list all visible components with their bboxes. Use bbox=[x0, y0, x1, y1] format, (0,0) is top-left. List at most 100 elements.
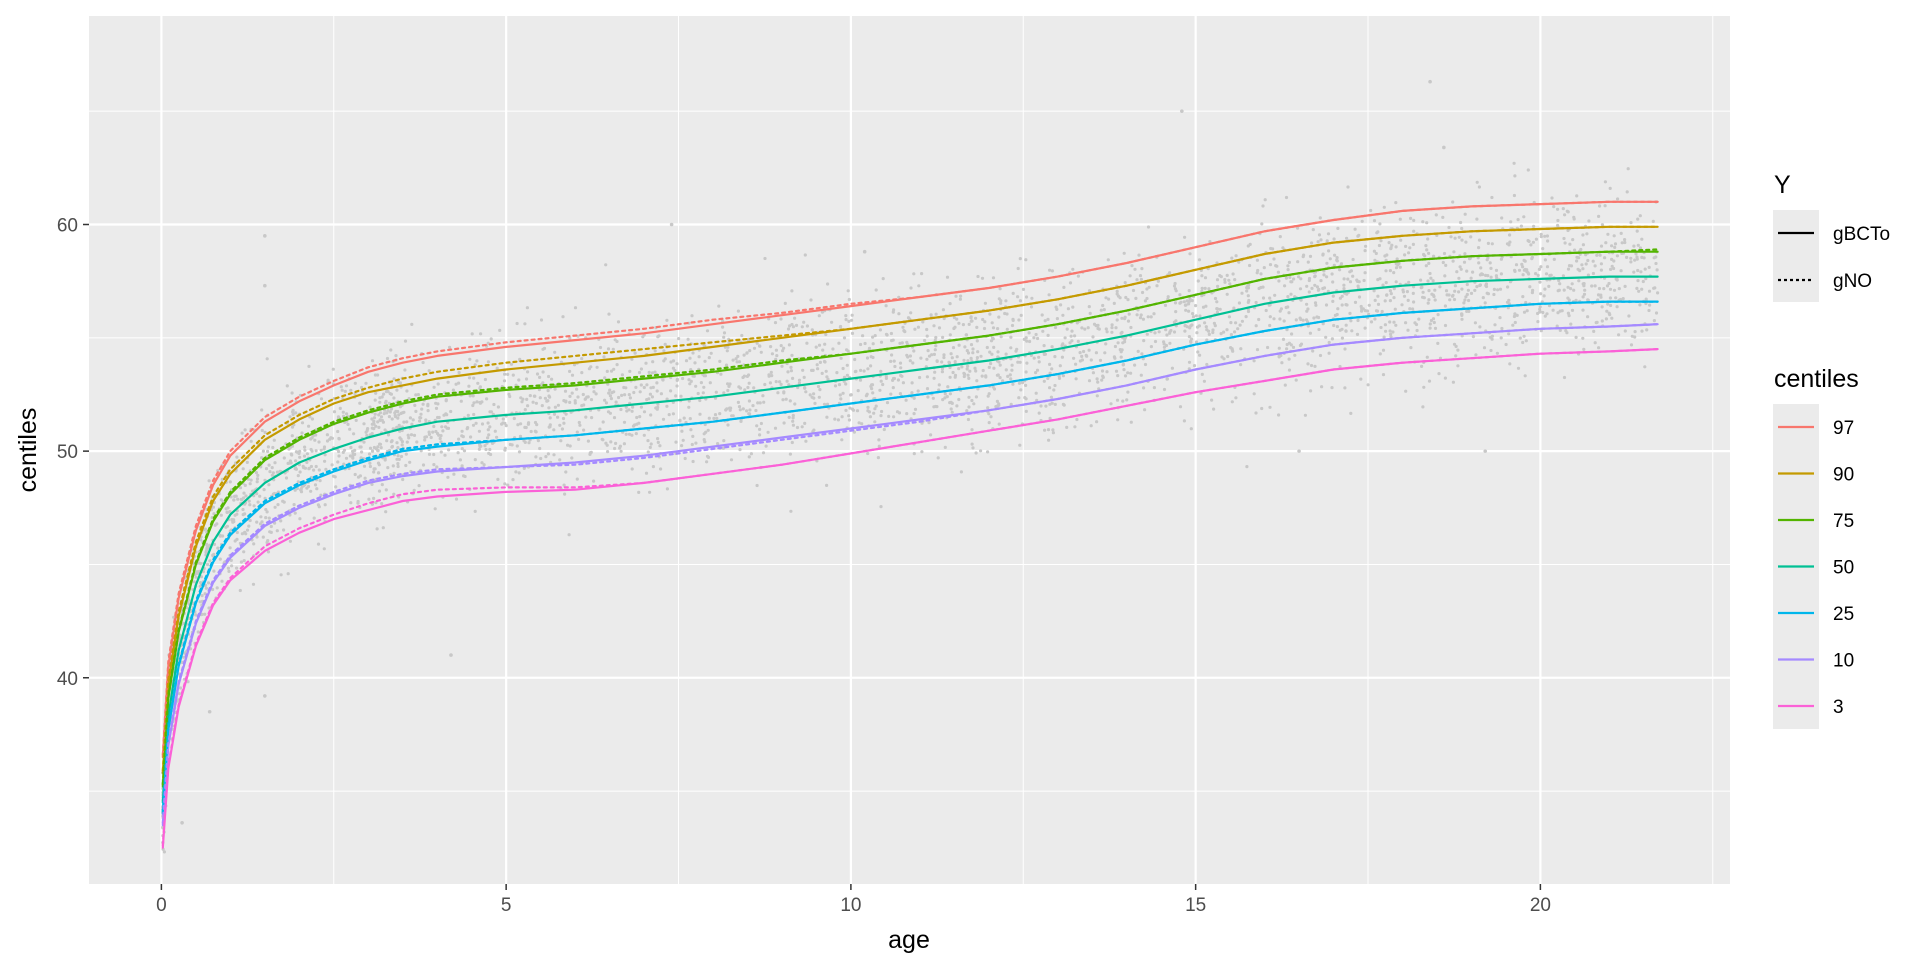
scatter-point bbox=[1545, 312, 1549, 316]
scatter-point bbox=[417, 484, 421, 488]
scatter-point bbox=[307, 424, 311, 428]
scatter-point bbox=[1285, 328, 1289, 332]
scatter-point bbox=[1089, 358, 1093, 362]
scatter-point bbox=[736, 354, 740, 358]
scatter-point bbox=[1547, 284, 1551, 288]
scatter-point bbox=[1427, 261, 1431, 265]
scatter-point bbox=[309, 489, 313, 493]
scatter-point bbox=[1140, 267, 1144, 271]
scatter-point bbox=[1010, 323, 1015, 328]
scatter-point bbox=[655, 389, 659, 393]
scatter-point bbox=[1305, 302, 1309, 306]
scatter-point bbox=[480, 422, 485, 426]
scatter-point bbox=[1570, 282, 1574, 286]
scatter-point bbox=[1456, 364, 1460, 368]
scatter-point bbox=[1018, 360, 1022, 364]
scatter-point bbox=[360, 385, 364, 390]
scatter-point bbox=[867, 346, 872, 350]
scatter-point bbox=[411, 418, 415, 422]
scatter-point bbox=[317, 440, 321, 444]
scatter-point bbox=[1213, 296, 1218, 301]
scatter-point bbox=[787, 343, 792, 347]
scatter-point bbox=[1024, 383, 1028, 387]
scatter-point bbox=[1100, 378, 1104, 382]
scatter-point bbox=[1169, 328, 1173, 333]
scatter-point bbox=[553, 405, 558, 409]
scatter-point bbox=[358, 401, 362, 405]
scatter-point bbox=[863, 341, 867, 346]
scatter-point bbox=[573, 399, 577, 403]
scatter-point bbox=[376, 373, 380, 377]
scatter-point bbox=[1022, 337, 1026, 341]
scatter-point bbox=[896, 378, 901, 382]
scatter-point bbox=[631, 405, 635, 409]
scatter-point bbox=[1139, 277, 1143, 282]
scatter-point bbox=[1345, 236, 1349, 240]
scatter-point bbox=[650, 371, 655, 375]
scatter-point bbox=[1581, 267, 1585, 271]
scatter-point bbox=[1513, 320, 1517, 325]
scatter-point bbox=[604, 401, 609, 405]
scatter-point bbox=[1349, 411, 1353, 415]
scatter-point bbox=[1603, 256, 1607, 260]
scatter-point bbox=[659, 392, 664, 396]
scatter-point bbox=[1046, 333, 1050, 337]
scatter-point bbox=[392, 492, 396, 496]
scatter-point bbox=[245, 460, 249, 464]
scatter-point bbox=[1467, 309, 1471, 313]
scatter-point bbox=[737, 405, 742, 409]
scatter-point bbox=[471, 403, 475, 408]
scatter-point bbox=[699, 381, 704, 385]
scatter-point bbox=[1309, 363, 1314, 368]
scatter-point bbox=[999, 299, 1003, 303]
scatter-point bbox=[433, 507, 437, 511]
scatter-point bbox=[1629, 260, 1633, 264]
scatter-point bbox=[1152, 312, 1156, 316]
scatter-point bbox=[391, 464, 395, 468]
scatter-point bbox=[719, 372, 723, 376]
scatter-point bbox=[1126, 319, 1131, 323]
scatter-point bbox=[1648, 303, 1652, 307]
scatter-point bbox=[285, 384, 289, 388]
scatter-point bbox=[1398, 217, 1402, 221]
scatter-point bbox=[385, 439, 389, 443]
scatter-point bbox=[614, 441, 618, 445]
scatter-point bbox=[605, 369, 609, 373]
scatter-point bbox=[300, 431, 304, 435]
scatter-point bbox=[898, 341, 902, 345]
scatter-point bbox=[536, 439, 541, 443]
scatter-point bbox=[271, 445, 275, 450]
scatter-point bbox=[661, 378, 665, 382]
scatter-point bbox=[971, 446, 975, 450]
scatter-point bbox=[207, 606, 211, 610]
scatter-point bbox=[1068, 281, 1073, 285]
scatter-point bbox=[1212, 407, 1216, 411]
scatter-point bbox=[331, 367, 335, 371]
scatter-point bbox=[1234, 254, 1238, 258]
scatter-point bbox=[1292, 277, 1296, 281]
scatter-point bbox=[975, 339, 979, 343]
scatter-point bbox=[516, 423, 520, 427]
scatter-point bbox=[736, 400, 741, 404]
scatter-point bbox=[1032, 356, 1036, 360]
scatter-point bbox=[1248, 263, 1252, 268]
scatter-point bbox=[630, 409, 634, 413]
scatter-point bbox=[1351, 257, 1355, 262]
scatter-point bbox=[809, 298, 813, 302]
scatter-point bbox=[573, 306, 578, 310]
scatter-point bbox=[1379, 325, 1383, 330]
scatter-point bbox=[454, 497, 459, 501]
scatter-point bbox=[341, 410, 345, 414]
scatter-point bbox=[449, 653, 453, 657]
scatter-point bbox=[180, 821, 184, 825]
scatter-point bbox=[488, 410, 492, 414]
scatter-point bbox=[1522, 215, 1526, 219]
scatter-point bbox=[985, 345, 989, 350]
scatter-point bbox=[1484, 273, 1488, 277]
scatter-point bbox=[892, 415, 896, 419]
scatter-point bbox=[971, 347, 975, 351]
scatter-point bbox=[616, 320, 621, 324]
scatter-point bbox=[353, 472, 357, 477]
scatter-point bbox=[490, 441, 495, 445]
scatter-point bbox=[1451, 200, 1455, 204]
